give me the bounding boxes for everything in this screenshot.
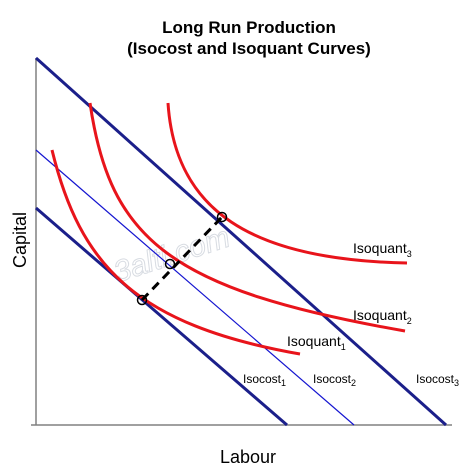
- isoquant-curve-1: [50, 149, 301, 356]
- expansion-path: [140, 215, 224, 302]
- isocost-line-2: [35, 149, 355, 426]
- tangency-point-1: [136, 294, 148, 306]
- isocost-label-3: Isocost3: [416, 372, 459, 388]
- y-axis-label: Capital: [10, 212, 30, 268]
- isoquant-curve-2: [88, 102, 406, 333]
- tangency-point-2: [164, 258, 176, 270]
- isocost-line-3: [34, 56, 448, 427]
- isocost-line-1: [35, 206, 288, 427]
- isoquant-label-2: Isoquant2: [353, 307, 412, 326]
- isocost-label-2: Isocost2: [313, 372, 356, 388]
- isoquant-label-3: Isoquant3: [353, 240, 412, 259]
- isoquant-label-1: Isoquant1: [287, 333, 346, 352]
- x-axis-label: Labour: [220, 447, 276, 467]
- isoquant-curve-3: [166, 102, 408, 265]
- diagram-title-line-2: (Isocost and Isoquant Curves): [127, 39, 371, 58]
- isocost-label-1: Isocost1: [243, 372, 286, 388]
- tangency-point-3: [216, 211, 228, 223]
- diagram-title-line-1: Long Run Production: [162, 18, 336, 37]
